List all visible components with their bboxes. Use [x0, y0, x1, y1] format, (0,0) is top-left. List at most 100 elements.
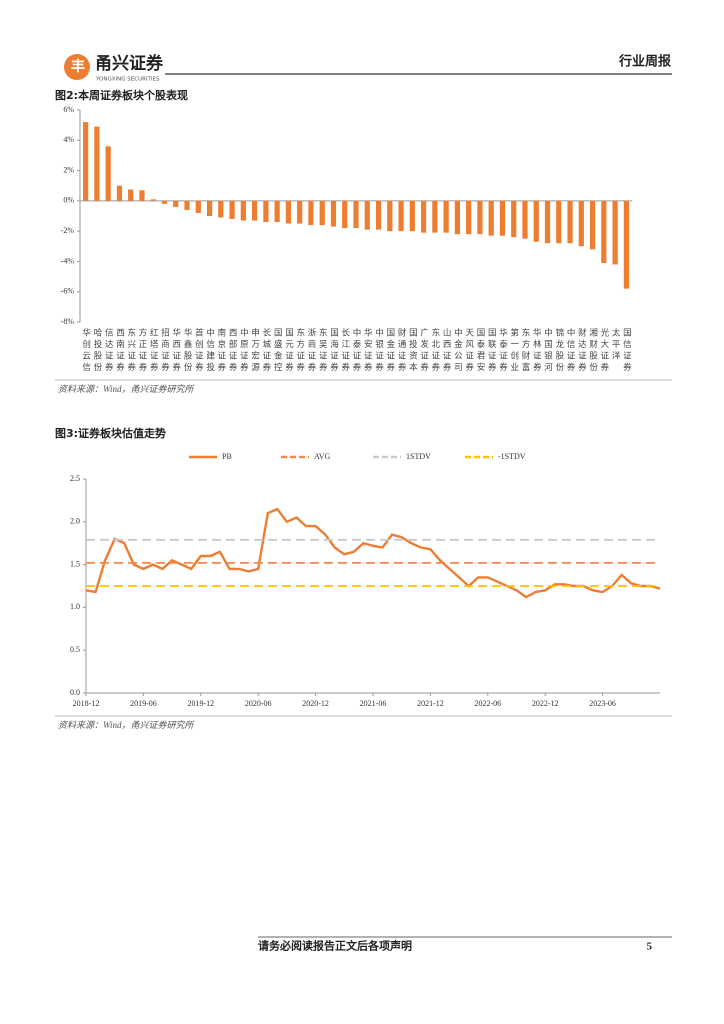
x-tick-label: 信达证券: [104, 327, 114, 374]
figure-title: 图3:证券板块估值走势: [55, 426, 166, 440]
bar: [364, 200, 370, 230]
bar: [589, 200, 596, 250]
x-tick-label: 申万宏源: [251, 327, 261, 374]
bar: [297, 200, 303, 224]
logo-sub: YONGXING SECURITIES: [95, 77, 160, 83]
y-tick-label: 2.0: [70, 517, 80, 526]
y-tick-label: -6%: [61, 287, 75, 296]
legend-label: AVG: [314, 452, 331, 461]
bar: [522, 200, 528, 239]
x-tick-label: 国盛金控: [273, 328, 283, 374]
page-number: 5: [647, 941, 653, 953]
x-tick-label: 2021-12: [417, 699, 444, 708]
x-tick-label: 2020-12: [302, 699, 329, 708]
bar: [195, 200, 201, 213]
bar: [454, 200, 460, 235]
x-tick-label: 西南证券: [115, 328, 125, 374]
logo-glyph: 丰: [71, 58, 85, 75]
x-tick-label: 湘财股份: [589, 327, 599, 374]
bar: [432, 200, 438, 233]
x-tick-label: 东北证券: [431, 327, 441, 374]
bar: [105, 146, 111, 201]
x-tick-label: 华林证券: [532, 327, 542, 374]
x-tick-label: 2022-12: [532, 699, 559, 708]
x-tick-label: 浙商证券: [307, 327, 317, 374]
bar: [499, 200, 506, 236]
y-tick-label: 0%: [63, 196, 74, 205]
bar: [285, 200, 292, 224]
x-tick-label: 2019-06: [130, 699, 157, 708]
bar: [511, 200, 517, 238]
y-tick-label: 0.0: [70, 688, 80, 697]
x-tick-label: 2021-06: [360, 699, 387, 708]
bar: [150, 199, 156, 201]
bar: [477, 200, 483, 235]
bar: [218, 200, 224, 218]
x-tick-label: 华西证券: [172, 327, 182, 374]
x-tick-label: 天风证券: [465, 328, 475, 374]
x-tick-label: 中原证券: [239, 327, 249, 374]
x-tick-label: 首创证券: [194, 327, 204, 374]
bar: [94, 126, 100, 201]
figure-source: 资料来源：Wind，甬兴证券研究所: [58, 720, 196, 730]
bar: [116, 185, 123, 201]
x-tick-label: 财达证券: [577, 327, 587, 374]
x-tick-label: 太平洋: [611, 327, 621, 362]
x-tick-label: 国投资本: [408, 328, 418, 374]
x-tick-label: 东方证券: [296, 327, 306, 374]
y-tick-label: -2%: [61, 226, 75, 235]
bar: [443, 200, 449, 233]
x-tick-label: 山西证券: [442, 327, 452, 374]
x-tick-label: 国元证券: [284, 328, 294, 374]
bar: [274, 200, 280, 223]
bar: [623, 200, 629, 289]
x-tick-label: 光大证券: [600, 327, 610, 374]
x-tick-label: 中信证券: [566, 327, 576, 374]
logo-name: 甬兴证券: [95, 53, 164, 74]
bar: [387, 200, 393, 232]
bar: [206, 200, 213, 216]
bar: [466, 200, 472, 235]
bar: [229, 200, 235, 220]
legend-label: PB: [222, 452, 232, 461]
x-tick-label: 哈投股份: [93, 327, 103, 374]
bar: [612, 200, 618, 265]
bar: [420, 200, 427, 233]
bar: [330, 200, 337, 227]
x-tick-label: 华泰证券: [498, 327, 508, 374]
x-tick-label: 国信证券: [622, 328, 632, 374]
x-tick-label: 2023-06: [589, 699, 616, 708]
x-tick-label: 第一创业: [510, 327, 520, 374]
bar: [308, 200, 314, 226]
x-tick-label: 国泰君安: [476, 328, 486, 374]
bar: [252, 200, 258, 221]
bar: [533, 200, 539, 242]
legend-label: 1STDV: [406, 452, 431, 461]
y-tick-label: 2%: [63, 165, 74, 174]
x-tick-label: 东吴证券: [318, 327, 328, 374]
x-tick-label: 西部证券: [228, 328, 238, 374]
bar: [319, 200, 325, 226]
x-tick-label: 华创云信: [82, 327, 92, 374]
x-tick-label: 东兴证券: [127, 327, 137, 374]
x-tick-label: 中信建投: [206, 327, 216, 374]
bar: [488, 200, 494, 236]
bar: [173, 200, 179, 207]
y-tick-label: 1.5: [70, 559, 80, 568]
bar: [83, 122, 89, 201]
x-tick-label: 国金证券: [386, 328, 396, 374]
figure-title: 图2:本周证券板块个股表现: [55, 88, 188, 102]
y-tick-label: 4%: [63, 135, 74, 144]
x-tick-label: 华鑫股份: [183, 327, 193, 374]
x-tick-label: 国海证券: [330, 328, 340, 374]
y-tick-label: 1.0: [70, 602, 80, 611]
bar: [544, 200, 551, 244]
bar: [184, 200, 190, 210]
logo-icon: [64, 54, 90, 80]
x-tick-label: 国联证券: [487, 328, 497, 374]
disclaimer: 请务必阅读报告正文后各项声明: [258, 939, 412, 953]
y-tick-label: -8%: [61, 317, 75, 326]
report-type: 行业周报: [618, 54, 672, 70]
x-tick-label: 2020-06: [245, 699, 272, 708]
bar: [263, 200, 269, 223]
